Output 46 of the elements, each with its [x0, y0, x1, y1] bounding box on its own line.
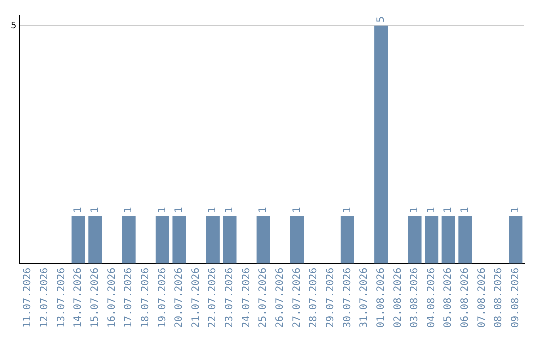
data-label: 1: [124, 206, 135, 214]
x-tick-label: 24.07.2026: [241, 268, 252, 328]
x-tick-label: 06.08.2026: [460, 268, 472, 328]
x-tick-label: 22.07.2026: [208, 268, 219, 328]
data-label: 1: [342, 206, 354, 214]
x-tick-label: 28.07.2026: [308, 268, 320, 328]
x-tick-label: 17.07.2026: [124, 268, 135, 328]
x-tick-label: 29.07.2026: [325, 268, 336, 328]
data-label: 1: [174, 206, 186, 214]
x-tick-label: 11.07.2026: [22, 268, 34, 328]
x-tick-label: 16.07.2026: [106, 268, 118, 328]
x-tick-label: 01.08.2026: [376, 268, 387, 328]
x-tick-label: 18.07.2026: [140, 268, 152, 328]
x-tick-label: 12.07.2026: [40, 268, 51, 328]
x-tick-label: 03.08.2026: [410, 268, 421, 328]
data-label: 1: [90, 206, 102, 214]
x-tick-label: 14.07.2026: [73, 268, 84, 328]
x-tick-label: 09.08.2026: [510, 268, 522, 328]
x-tick-label: 27.07.2026: [292, 268, 303, 328]
data-label: 1: [157, 206, 168, 214]
x-tick-label: 20.07.2026: [174, 268, 186, 328]
data-label: 1: [258, 206, 270, 214]
x-tick-label: 23.07.2026: [224, 268, 236, 328]
x-tick-label: 21.07.2026: [190, 268, 202, 328]
x-tick-label: 31.07.2026: [359, 268, 370, 328]
x-tick-label: 30.07.2026: [342, 268, 354, 328]
x-tick-label: 08.08.2026: [494, 268, 505, 328]
data-label: 1: [443, 206, 454, 214]
x-tick-label: 05.08.2026: [443, 268, 454, 328]
data-label: 1: [292, 206, 303, 214]
data-label: 1: [208, 206, 219, 214]
data-label: 1: [224, 206, 236, 214]
x-tick-label: 15.07.2026: [90, 268, 102, 328]
data-label: 5: [376, 16, 387, 23]
x-tick-label: 04.08.2026: [426, 268, 438, 328]
x-tick-label: 07.08.2026: [476, 268, 488, 328]
x-tick-label: 26.07.2026: [275, 268, 286, 328]
data-label: 1: [460, 206, 472, 214]
x-tick-label: 19.07.2026: [157, 268, 168, 328]
x-tick-label: 02.08.2026: [392, 268, 404, 328]
data-label: 1: [426, 206, 438, 214]
data-label: 1: [73, 206, 84, 214]
data-label: 1: [510, 206, 522, 214]
x-tick-label: 25.07.2026: [258, 268, 270, 328]
data-label: 1: [410, 206, 421, 214]
x-tick-label: 13.07.2026: [56, 268, 68, 328]
